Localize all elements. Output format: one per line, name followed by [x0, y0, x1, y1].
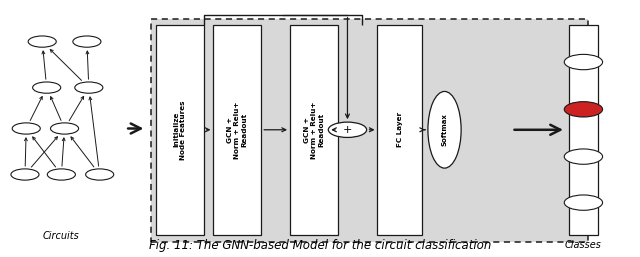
FancyBboxPatch shape [290, 25, 338, 235]
FancyBboxPatch shape [569, 25, 598, 235]
Circle shape [86, 169, 114, 180]
Circle shape [564, 149, 603, 164]
Text: FC Layer: FC Layer [397, 112, 403, 147]
Circle shape [11, 169, 39, 180]
Circle shape [28, 36, 56, 47]
FancyBboxPatch shape [151, 19, 588, 242]
Circle shape [47, 169, 76, 180]
Circle shape [75, 82, 103, 93]
Circle shape [564, 195, 603, 210]
Text: GCN +
Norm + Relu+
Readout: GCN + Norm + Relu+ Readout [304, 101, 324, 159]
Circle shape [12, 123, 40, 134]
FancyBboxPatch shape [213, 25, 261, 235]
Circle shape [564, 54, 603, 70]
FancyBboxPatch shape [156, 25, 204, 235]
Text: Fig. 11: The GNN-based Model for the circuit classification: Fig. 11: The GNN-based Model for the cir… [149, 239, 491, 252]
Text: GCN +
Norm + Relu+
Readout: GCN + Norm + Relu+ Readout [227, 101, 247, 159]
Text: Softmax: Softmax [442, 113, 447, 146]
Circle shape [564, 102, 603, 117]
Text: Circuits: Circuits [43, 231, 80, 241]
Ellipse shape [428, 91, 461, 168]
Circle shape [73, 36, 101, 47]
FancyBboxPatch shape [378, 25, 422, 235]
Text: Initialize
Node Features: Initialize Node Features [173, 100, 186, 160]
Circle shape [33, 82, 61, 93]
Text: Classes: Classes [564, 240, 602, 250]
Circle shape [328, 122, 367, 137]
Circle shape [51, 123, 79, 134]
Text: +: + [343, 125, 352, 135]
